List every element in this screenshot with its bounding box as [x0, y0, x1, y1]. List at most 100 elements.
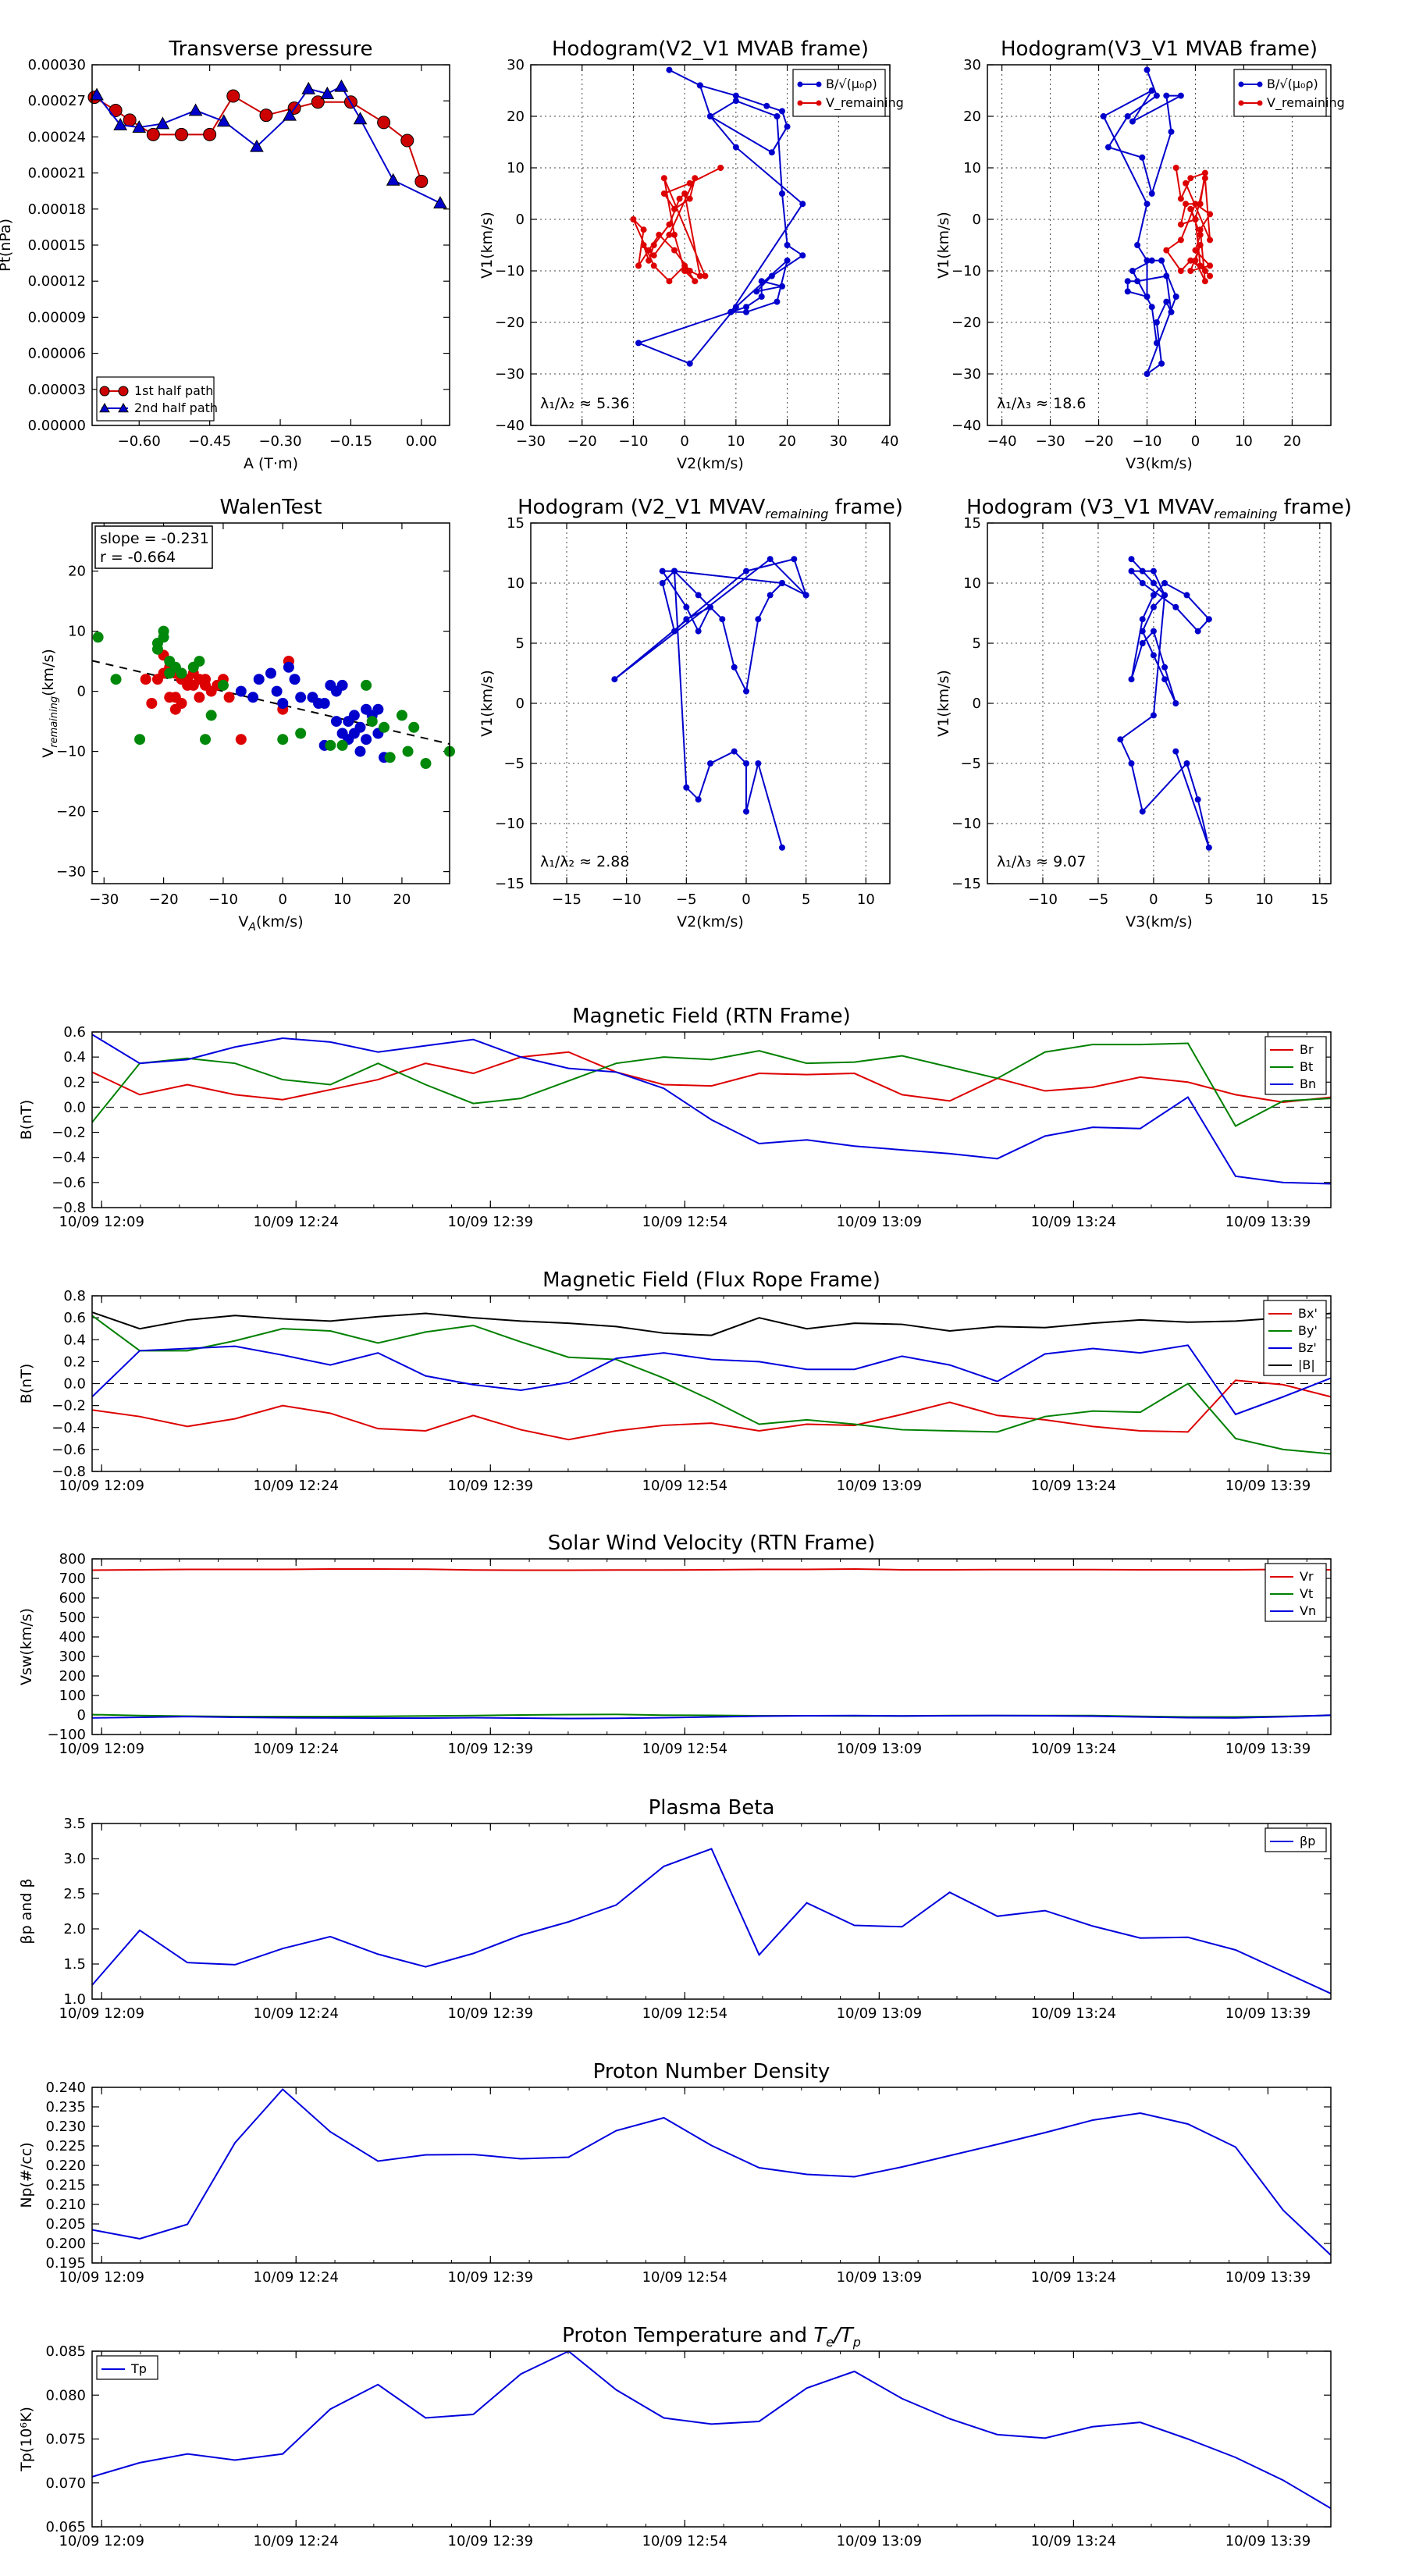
chart-title: Proton Temperature and Te/Tp [562, 2324, 861, 2350]
series-line [96, 85, 441, 204]
x-axis-label: V3(km/s) [1126, 455, 1193, 472]
data-point [755, 760, 762, 767]
data-point [176, 667, 187, 679]
data-point [334, 79, 349, 92]
data-point [1139, 640, 1146, 646]
x-tick-label: 10 [857, 891, 875, 908]
legend-label: 1st half path [134, 383, 213, 398]
x-tick-label: −0.45 [188, 433, 231, 450]
data-point [1117, 736, 1124, 743]
data-point [1197, 201, 1204, 208]
data-point [640, 226, 647, 233]
time-tick-label: 10/09 12:09 [59, 1741, 144, 1757]
data-point [1207, 262, 1214, 269]
y-tick-label: 0.070 [45, 2475, 86, 2492]
data-point [1194, 796, 1201, 803]
y-tick-label: 0 [516, 696, 525, 712]
x-tick-label: −10 [208, 891, 238, 908]
data-point [1207, 237, 1214, 244]
data-point [1197, 242, 1204, 248]
data-point [1153, 319, 1160, 326]
data-point [366, 716, 378, 728]
x-tick-label: 30 [830, 433, 848, 450]
y-tick-label: 0.00003 [28, 382, 86, 398]
data-point [681, 190, 688, 197]
hodogram-v3-mvab-chart: −40 −30 −20 −10 0 10 20 −40 −30 −20 −10 0 10 20 30 Hodo… [935, 37, 1345, 472]
y-tick-label: 30 [963, 57, 981, 73]
data-point [1150, 603, 1157, 610]
legend-marker [1238, 100, 1244, 106]
y-tick-label: 0.00015 [28, 237, 86, 254]
y-tick-label: −0.4 [52, 1150, 86, 1166]
data-point [1161, 592, 1168, 599]
series-line [632, 167, 721, 283]
series-line [91, 1051, 1332, 1104]
data-point [1172, 700, 1179, 706]
y-tick-label: 800 [59, 1551, 86, 1567]
legend-label: Br [1300, 1042, 1314, 1057]
y-tick-label: 0.6 [63, 1024, 86, 1041]
data-point [692, 175, 699, 182]
plot-frame [91, 64, 450, 426]
data-point [743, 760, 749, 767]
y-tick-label: 0.2 [63, 1074, 86, 1091]
data-point [1139, 154, 1146, 161]
data-point [1128, 556, 1135, 563]
plot-frame [530, 522, 891, 884]
data-point [289, 674, 301, 685]
stats-box [94, 525, 213, 569]
data-point [656, 231, 663, 238]
legend-label: Bz' [1298, 1340, 1317, 1355]
data-point [666, 66, 673, 73]
data-point [320, 86, 335, 99]
data-point [1201, 169, 1208, 176]
y-tick-label: 0.8 [63, 1288, 86, 1304]
legend [96, 2355, 158, 2380]
data-point [140, 674, 151, 685]
legend-marker [118, 402, 129, 413]
x-tick-label: 0 [1149, 891, 1158, 908]
time-tick-label: 10/09 13:24 [1031, 1478, 1116, 1494]
data-point [692, 278, 699, 285]
y-tick-label: 0.225 [45, 2138, 86, 2154]
y-tick-label: 0.220 [45, 2158, 86, 2174]
x-tick-label: 20 [393, 891, 411, 908]
legend-label: βp [1300, 1834, 1315, 1848]
data-point [1177, 92, 1184, 99]
data-point [763, 102, 770, 109]
y-tick-label: 15 [507, 515, 525, 532]
data-point [1207, 272, 1214, 279]
x-tick-label: 20 [778, 433, 796, 450]
x-tick-label: 10 [727, 433, 745, 450]
data-point [400, 133, 414, 148]
x-axis-label: VA(km/s) [238, 913, 303, 934]
data-point [1128, 676, 1135, 683]
x-tick-label: 0.00 [406, 433, 437, 450]
plot-frame [91, 1823, 1332, 2000]
data-point [1161, 580, 1168, 586]
y-tick-label: −10 [495, 816, 525, 832]
data-point [1161, 664, 1168, 671]
data-point [325, 739, 336, 751]
data-point [1187, 268, 1194, 274]
data-point [216, 114, 231, 127]
data-point [717, 165, 724, 171]
time-tick-label: 10/09 13:39 [1225, 1741, 1311, 1757]
data-point [247, 692, 259, 703]
x-tick-label: 15 [1311, 891, 1329, 908]
data-point [743, 308, 749, 315]
y-tick-label: 0.080 [45, 2387, 86, 2403]
data-point [774, 298, 781, 305]
x-tick-label: −30 [516, 433, 546, 450]
x-tick-label: 0 [680, 433, 688, 450]
data-point [784, 123, 791, 130]
y-tick-label: 1.0 [63, 1991, 86, 2008]
time-tick-label: 10/09 12:24 [254, 2269, 339, 2286]
series-line [94, 94, 422, 182]
y-tick-label: −30 [951, 366, 981, 382]
data-point [250, 139, 264, 152]
data-point [1148, 257, 1155, 264]
data-point [1150, 580, 1157, 586]
data-point [671, 628, 678, 635]
y-tick-label: −10 [495, 263, 525, 279]
